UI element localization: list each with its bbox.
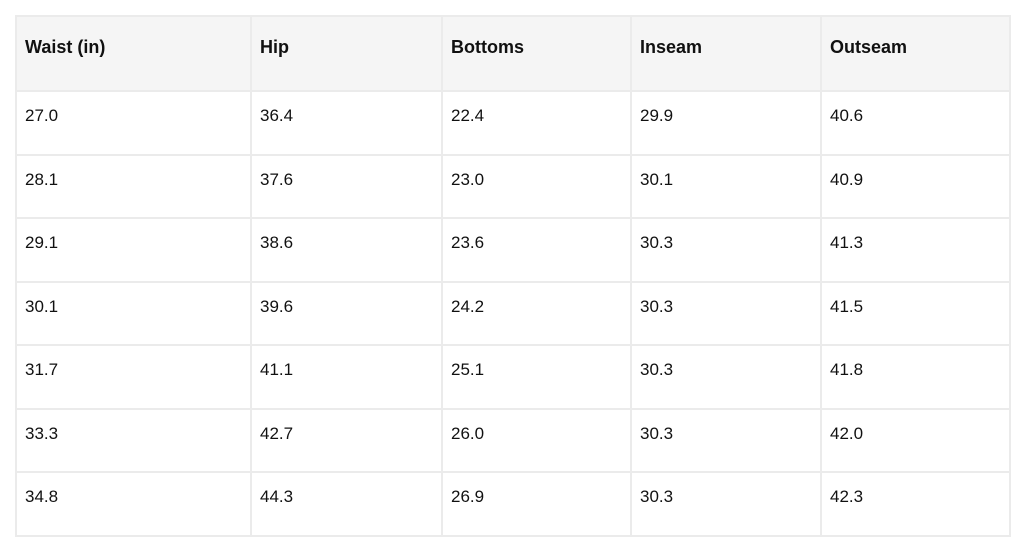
table-cell: 30.3 bbox=[630, 280, 822, 346]
table-cell: 42.0 bbox=[820, 407, 1011, 473]
table-cell: 30.3 bbox=[630, 344, 822, 410]
header-cell: Bottoms bbox=[441, 15, 632, 92]
table-cell: 39.6 bbox=[250, 280, 443, 346]
table-cell: 41.3 bbox=[820, 217, 1011, 283]
table-cell: 38.6 bbox=[250, 217, 443, 283]
table-cell: 27.0 bbox=[15, 90, 252, 156]
table-cell: 30.1 bbox=[15, 280, 252, 346]
table-cell: 28.1 bbox=[15, 153, 252, 219]
table-cell: 30.3 bbox=[630, 407, 822, 473]
size-table: Waist (in) Hip Bottoms Inseam Outseam 27.0 36… bbox=[15, 15, 1011, 537]
table-cell: 40.6 bbox=[820, 90, 1011, 156]
table-cell: 30.3 bbox=[630, 217, 822, 283]
header-cell: Waist (in) bbox=[15, 15, 252, 92]
table-cell: 29.1 bbox=[15, 217, 252, 283]
table-row: 30.1 39.6 24.2 30.3 41.5 bbox=[15, 280, 1011, 346]
table-body: 27.0 36.4 22.4 29.9 40.6 28.1 37.6 23.0 30.1 40.9… bbox=[15, 90, 1011, 537]
table-cell: 31.7 bbox=[15, 344, 252, 410]
table-row: 29.1 38.6 23.6 30.3 41.3 bbox=[15, 217, 1011, 283]
table-cell: 24.2 bbox=[441, 280, 632, 346]
table-row: 33.3 42.7 26.0 30.3 42.0 bbox=[15, 407, 1011, 473]
table-cell: 30.3 bbox=[630, 471, 822, 537]
table-cell: 40.9 bbox=[820, 153, 1011, 219]
table-cell: 34.8 bbox=[15, 471, 252, 537]
table-cell: 26.9 bbox=[441, 471, 632, 537]
header-row: Waist (in) Hip Bottoms Inseam Outseam bbox=[15, 15, 1011, 92]
table-row: 34.8 44.3 26.9 30.3 42.3 bbox=[15, 471, 1011, 537]
table-row: 27.0 36.4 22.4 29.9 40.6 bbox=[15, 90, 1011, 156]
table-cell: 42.7 bbox=[250, 407, 443, 473]
table-cell: 41.8 bbox=[820, 344, 1011, 410]
table-cell: 41.1 bbox=[250, 344, 443, 410]
table-row: 28.1 37.6 23.0 30.1 40.9 bbox=[15, 153, 1011, 219]
table-cell: 22.4 bbox=[441, 90, 632, 156]
table-cell: 36.4 bbox=[250, 90, 443, 156]
header-cell: Outseam bbox=[820, 15, 1011, 92]
table-cell: 26.0 bbox=[441, 407, 632, 473]
header-cell: Inseam bbox=[630, 15, 822, 92]
table-cell: 41.5 bbox=[820, 280, 1011, 346]
table-row: 31.7 41.1 25.1 30.3 41.8 bbox=[15, 344, 1011, 410]
table-cell: 33.3 bbox=[15, 407, 252, 473]
table-cell: 25.1 bbox=[441, 344, 632, 410]
header-cell: Hip bbox=[250, 15, 443, 92]
table-cell: 44.3 bbox=[250, 471, 443, 537]
table-cell: 23.0 bbox=[441, 153, 632, 219]
table-cell: 42.3 bbox=[820, 471, 1011, 537]
table-cell: 23.6 bbox=[441, 217, 632, 283]
table-header: Waist (in) Hip Bottoms Inseam Outseam bbox=[15, 15, 1011, 92]
table-cell: 37.6 bbox=[250, 153, 443, 219]
table-cell: 30.1 bbox=[630, 153, 822, 219]
table-cell: 29.9 bbox=[630, 90, 822, 156]
